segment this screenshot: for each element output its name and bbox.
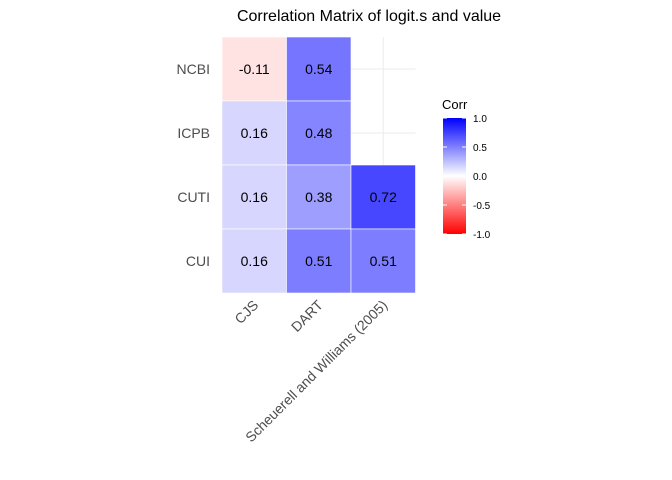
heatmap-cell [286,164,352,230]
y-tick-label: NCBI [177,61,210,77]
cell-value-label: 0.48 [305,125,332,141]
heatmap-cell [350,164,416,230]
cell-value-label: 0.51 [305,253,332,269]
cell-value-label: -0.11 [239,61,270,77]
x-tick-label: DART [288,296,326,334]
legend-tick-label: 0.5 [473,143,487,154]
legend-tick-label: -1.0 [473,230,491,241]
legend-color-bar [443,118,466,234]
y-tick-label: CUTI [177,189,210,205]
x-tick-label: CJS [231,297,261,327]
chart-title: Correlation Matrix of logit.s and value [237,8,501,25]
cell-value-label: 0.51 [370,253,397,269]
cell-value-label: 0.72 [370,189,397,205]
cell-value-label: 0.16 [241,125,268,141]
heatmap-cell [221,228,287,294]
legend-tick-label: 0.0 [473,172,487,183]
heatmap-cells [221,36,416,294]
x-tick-label: Scheuerell and Williams (2005) [242,297,390,445]
heatmap-cell [350,228,416,294]
heatmap-cell [286,100,352,166]
y-axis-labels: CUI CUTI ICPB NCBI [177,61,210,269]
heatmap-cell [286,36,352,102]
heatmap-cell [286,228,352,294]
legend-tick-label: -0.5 [473,201,491,212]
color-legend: Corr 1.0 0.5 0.0 -0.5 -1.0 [442,97,491,241]
heatmap-cell [221,164,287,230]
y-tick-label: ICPB [177,125,210,141]
cell-value-label: 0.54 [305,61,332,77]
cell-value-label: 0.38 [305,189,332,205]
legend-title: Corr [442,97,468,112]
cell-labels: -0.11 0.54 0.16 0.48 0.16 0.38 0.72 0.16 0.51 0.5… [239,61,397,269]
cell-value-label: 0.16 [241,253,268,269]
cell-value-label: 0.16 [241,189,268,205]
heatmap-cell [221,100,287,166]
legend-tick-label: 1.0 [473,114,487,125]
y-tick-label: CUI [186,253,210,269]
